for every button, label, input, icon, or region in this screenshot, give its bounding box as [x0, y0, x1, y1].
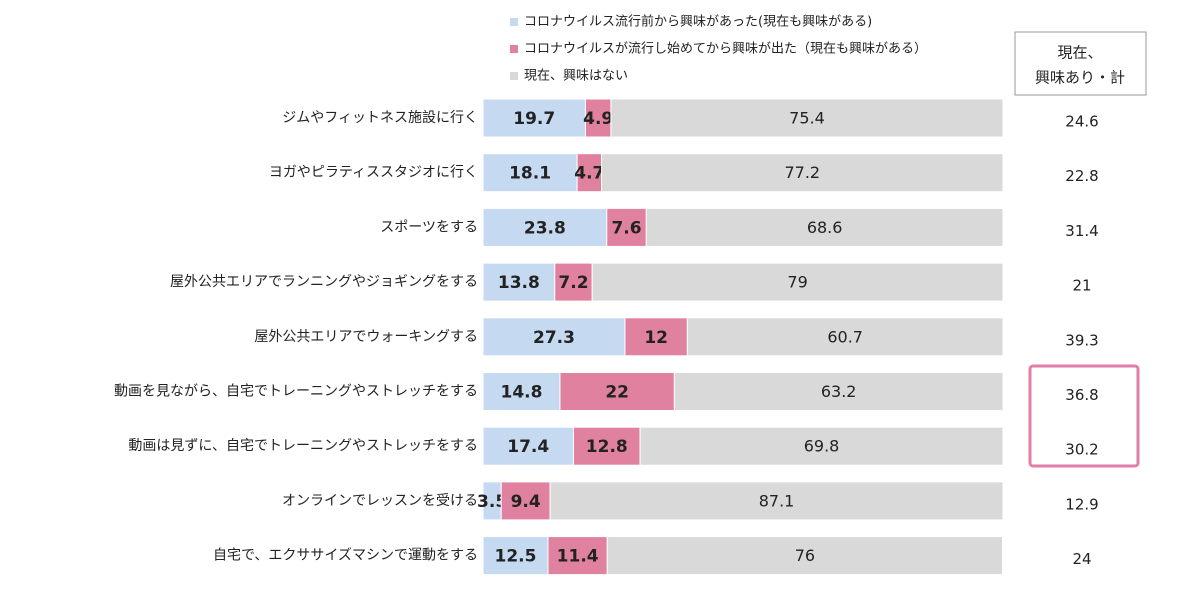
value-label: 12.8 [586, 437, 628, 457]
legend-label: 現在、興味はない [524, 69, 628, 84]
bar-segment [482, 153, 578, 193]
totals-header: 現在、 [1057, 44, 1102, 62]
legend-label: コロナウイルスが流行し始めてから興味が出た（現在も興味がある） [524, 42, 927, 57]
category-label: 動画は見ずに、自宅でトレーニングやストレッチをする [128, 438, 478, 454]
total-value: 36.8 [1065, 386, 1098, 404]
category-label: 屋外公共エリアでウォーキングする [254, 329, 478, 345]
value-label: 60.7 [827, 327, 863, 346]
value-label: 3.5 [477, 492, 507, 512]
total-value: 30.2 [1065, 441, 1098, 459]
legend-label: コロナウイルス流行前から興味があった(現在も興味がある) [524, 14, 872, 30]
category-label: 自宅で、エクササイズマシンで運動をする [213, 548, 478, 564]
total-value: 24.6 [1065, 113, 1098, 131]
highlight-box [1028, 364, 1140, 468]
value-label: 4.7 [574, 164, 604, 184]
value-label: 7.2 [558, 273, 588, 293]
value-label: 27.3 [533, 328, 575, 348]
bar-segment [639, 426, 1004, 466]
value-label: 19.7 [513, 109, 555, 129]
value-label: 14.8 [501, 383, 543, 403]
value-label: 76 [795, 546, 815, 565]
category-label: スポーツをする [380, 219, 478, 235]
value-label: 4.9 [583, 109, 613, 129]
value-label: 69.8 [804, 437, 840, 456]
bar-segment [591, 262, 1004, 302]
value-label: 63.2 [821, 382, 857, 401]
bar-segment [482, 262, 556, 302]
value-label: 12.5 [495, 547, 537, 567]
bar-segment [482, 317, 626, 357]
bar-segment [673, 372, 1004, 411]
bar-segment [559, 372, 675, 411]
bar-segment [482, 98, 586, 138]
total-value: 22.8 [1065, 167, 1098, 185]
legend-swatch [510, 72, 518, 80]
value-label: 9.4 [511, 492, 541, 512]
category-label: ジムやフィットネス施設に行く [282, 110, 478, 126]
bar-segment [576, 153, 603, 193]
bar-segment [572, 426, 641, 466]
value-label: 77.2 [784, 163, 820, 182]
value-label: 17.4 [507, 437, 549, 457]
bar-segment [549, 481, 1004, 521]
category-label: 屋外公共エリアでランニングやジョギングをする [170, 274, 478, 290]
totals-header-box [1014, 31, 1147, 96]
bar-segment [606, 536, 1003, 576]
total-value: 21 [1072, 277, 1091, 295]
total-value: 31.4 [1065, 222, 1098, 240]
total-value: 39.3 [1065, 331, 1098, 349]
bar-segment [554, 262, 593, 302]
legend-swatch [510, 45, 518, 53]
category-label: 動画を見ながら、自宅でトレーニングやストレッチをする [114, 384, 478, 400]
total-value: 24 [1072, 550, 1091, 568]
totals-header: 興味あり・計 [1035, 69, 1125, 87]
bar-segment [606, 207, 647, 247]
bar-segment [624, 317, 688, 357]
bar-segment [482, 372, 561, 411]
value-label: 12 [644, 328, 668, 348]
value-label: 22 [605, 383, 629, 403]
bar-segment [482, 207, 608, 247]
value-label: 87.1 [759, 491, 795, 510]
legend-swatch [510, 18, 518, 26]
value-label: 23.8 [524, 218, 566, 238]
value-label: 79 [787, 273, 807, 292]
bar-segment [645, 207, 1004, 247]
bar-segment [686, 317, 1004, 357]
value-label: 13.8 [498, 273, 540, 293]
bar-segment [500, 481, 551, 521]
bar-segment [547, 536, 608, 576]
category-label: オンラインでレッスンを受ける [282, 493, 478, 509]
bar-segment [601, 153, 1004, 193]
bar-segment [610, 98, 1004, 138]
value-label: 75.4 [789, 109, 825, 128]
value-label: 7.6 [611, 218, 641, 238]
value-label: 68.6 [807, 218, 843, 237]
total-value: 12.9 [1065, 495, 1098, 513]
value-label: 11.4 [557, 547, 599, 567]
value-label: 18.1 [509, 164, 551, 184]
category-label: ヨガやピラティススタジオに行く [269, 165, 478, 181]
bar-segment [482, 426, 574, 466]
